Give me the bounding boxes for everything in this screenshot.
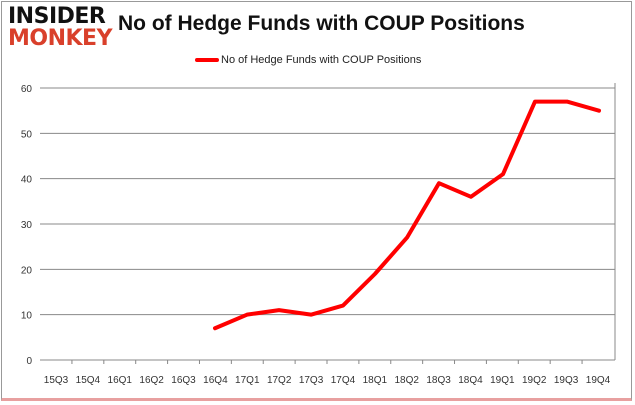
x-tick-label: 17Q2: [267, 375, 292, 386]
y-tick-label: 30: [21, 220, 33, 231]
x-tick-label: 18Q1: [363, 375, 388, 386]
y-tick-label: 60: [21, 84, 33, 95]
y-tick-label: 0: [26, 356, 32, 367]
x-tick-label: 19Q2: [522, 375, 547, 386]
legend-swatch: [195, 58, 219, 62]
x-tick-label: 17Q4: [331, 375, 356, 386]
y-tick-label: 40: [21, 175, 33, 186]
x-tick-label: 15Q3: [44, 375, 69, 386]
x-tick-label: 18Q2: [394, 375, 419, 386]
x-tick-label: 19Q1: [490, 375, 515, 386]
y-tick-label: 50: [21, 129, 33, 140]
x-tick-label: 16Q3: [171, 375, 196, 386]
y-tick-label: 10: [21, 311, 33, 322]
x-tick-label: 16Q1: [108, 375, 133, 386]
insider-monkey-logo: INSIDER MONKEY: [8, 4, 113, 51]
legend-label: No of Hedge Funds with COUP Positions: [221, 54, 422, 66]
x-tick-label: 19Q4: [586, 375, 611, 386]
x-tick-label: 17Q3: [299, 375, 324, 386]
x-tick-label: 18Q4: [458, 375, 483, 386]
logo-line1: INSIDER: [8, 4, 106, 29]
x-tick-label: 16Q2: [139, 375, 164, 386]
y-tick-label: 20: [21, 265, 33, 276]
x-tick-label: 15Q4: [76, 375, 101, 386]
x-tick-label: 16Q4: [203, 375, 228, 386]
legend: No of Hedge Funds with COUP Positions: [195, 54, 421, 66]
x-tick-label: 19Q3: [554, 375, 579, 386]
logo-line2: MONKEY: [8, 26, 113, 51]
x-tick-label: 17Q1: [235, 375, 260, 386]
x-tick-label: 18Q3: [426, 375, 451, 386]
chart-title: No of Hedge Funds with COUP Positions: [118, 12, 525, 35]
series-line: [213, 99, 601, 331]
